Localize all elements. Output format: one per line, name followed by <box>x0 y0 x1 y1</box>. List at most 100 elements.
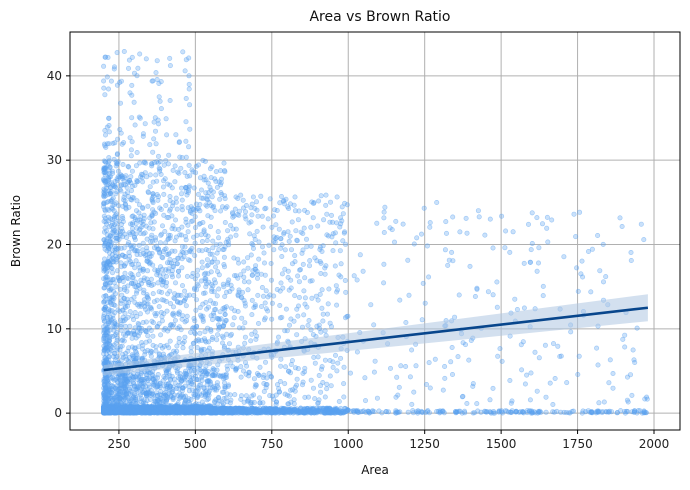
scatter-point <box>150 291 156 297</box>
scatter-point <box>180 49 186 55</box>
scatter-point <box>220 389 226 395</box>
scatter-point <box>193 307 199 313</box>
scatter-point <box>242 334 248 340</box>
scatter-point <box>183 216 189 222</box>
scatter-point <box>197 407 203 413</box>
scatter-point <box>570 408 576 414</box>
scatter-point <box>309 295 315 301</box>
scatter-point <box>208 328 214 334</box>
scatter-point <box>126 230 132 236</box>
scatter-point <box>209 251 215 257</box>
scatter-point <box>215 332 221 338</box>
scatter-point <box>208 269 214 275</box>
scatter-point <box>204 238 210 244</box>
scatter-point <box>306 263 312 269</box>
scatter-point <box>183 250 189 256</box>
scatter-point <box>180 283 186 289</box>
scatter-point <box>129 54 135 60</box>
scatter-point <box>114 152 120 158</box>
scatter-point <box>118 260 124 266</box>
scatter-point <box>220 204 226 210</box>
scatter-point <box>133 163 139 169</box>
scatter-point <box>181 395 187 401</box>
scatter-point <box>220 281 226 287</box>
scatter-point <box>150 149 156 155</box>
scatter-point <box>169 248 175 254</box>
scatter-point <box>126 330 132 336</box>
scatter-point <box>131 330 137 336</box>
scatter-point <box>241 274 247 280</box>
scatter-point <box>294 376 300 382</box>
scatter-point <box>106 86 112 92</box>
scatter-point <box>248 338 254 344</box>
scatter-point <box>285 229 291 235</box>
scatter-point <box>190 325 196 331</box>
scatter-point <box>176 273 182 279</box>
scatter-point <box>161 191 167 197</box>
scatter-point <box>188 345 194 351</box>
scatter-point <box>278 245 284 251</box>
scatter-point <box>215 229 221 235</box>
scatter-point <box>163 203 169 209</box>
scatter-point <box>129 404 135 410</box>
scatter-point <box>303 236 309 242</box>
scatter-point <box>199 239 205 245</box>
scatter-point <box>122 254 128 260</box>
scatter-point <box>249 297 255 303</box>
scatter-point <box>136 114 142 120</box>
scatter-point <box>248 205 254 211</box>
scatter-point <box>334 220 340 226</box>
scatter-point <box>641 408 647 414</box>
scatter-point <box>249 312 255 318</box>
scatter-point <box>250 272 256 278</box>
scatter-point <box>116 237 122 243</box>
scatter-point <box>140 268 146 274</box>
scatter-point <box>188 378 194 384</box>
scatter-point <box>330 248 336 254</box>
scatter-point <box>170 384 176 390</box>
scatter-point <box>126 65 132 71</box>
scatter-point <box>221 261 227 267</box>
scatter-points <box>101 48 650 416</box>
scatter-point <box>121 383 127 389</box>
scatter-point <box>144 390 150 396</box>
scatter-point <box>101 85 107 91</box>
scatter-point <box>101 192 107 198</box>
scatter-point <box>214 380 220 386</box>
scatter-point <box>271 407 277 413</box>
scatter-point <box>138 277 144 283</box>
scatter-point <box>127 323 133 329</box>
scatter-point <box>186 73 192 79</box>
scatter-point <box>182 334 188 340</box>
scatter-point <box>154 58 160 64</box>
scatter-point <box>195 191 201 197</box>
scatter-point <box>295 273 301 279</box>
scatter-point <box>315 354 321 360</box>
scatter-point <box>338 215 344 221</box>
scatter-point <box>177 154 183 160</box>
scatter-point <box>112 302 118 308</box>
scatter-point <box>296 294 302 300</box>
scatter-point <box>194 232 200 238</box>
scatter-point <box>279 271 285 277</box>
scatter-point <box>210 283 216 289</box>
scatter-point <box>259 284 265 290</box>
scatter-point <box>102 307 108 313</box>
scatter-point <box>340 211 346 217</box>
scatter-point <box>157 98 163 104</box>
scatter-point <box>115 136 121 142</box>
scatter-point <box>124 190 130 196</box>
scatter-point <box>333 407 339 413</box>
scatter-point <box>114 337 120 343</box>
scatter-point <box>185 398 191 404</box>
scatter-point <box>179 197 185 203</box>
scatter-point <box>148 239 154 245</box>
scatter-point <box>246 279 252 285</box>
scatter-point <box>105 264 111 270</box>
scatter-point <box>161 212 167 218</box>
scatter-point <box>287 233 293 239</box>
scatter-point <box>169 185 175 191</box>
scatter-point <box>122 198 128 204</box>
scatter-point <box>153 128 159 134</box>
scatter-point <box>324 381 330 387</box>
